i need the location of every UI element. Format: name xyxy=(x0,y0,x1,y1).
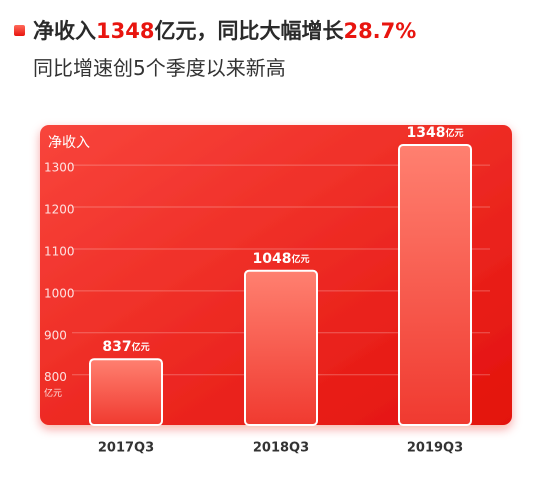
bullet xyxy=(14,25,25,36)
value-unit: 亿元 xyxy=(132,341,150,353)
y-tick-label: 900 xyxy=(44,328,67,342)
x-tick-label: 2019Q3 xyxy=(407,441,463,456)
bar xyxy=(244,269,318,426)
value-number: 1048 xyxy=(253,251,292,267)
y-tick-label: 1200 xyxy=(44,203,75,217)
headline-part: 28.7% xyxy=(343,19,417,43)
y-unit-label: 亿元 xyxy=(44,387,62,399)
value-unit: 亿元 xyxy=(445,127,463,139)
y-tick-label: 1300 xyxy=(44,161,75,175)
y-axis-label: 净收入 xyxy=(48,135,90,151)
value-unit: 亿元 xyxy=(291,252,309,264)
value-number: 1348 xyxy=(407,125,446,141)
subheadline: 同比增速创5个季度以来新高 xyxy=(33,56,286,80)
value-label: 1348亿元 xyxy=(407,125,464,141)
y-tick-label: 1100 xyxy=(44,244,75,258)
headline-part: 亿元，同比大幅增长 xyxy=(154,19,344,43)
y-tick-label: 1000 xyxy=(44,286,75,300)
value-label: 1048亿元 xyxy=(253,251,310,267)
value-number: 837 xyxy=(102,339,131,355)
headline-part: 净收入 xyxy=(33,19,96,43)
value-label: 837亿元 xyxy=(102,339,149,355)
bar xyxy=(89,358,163,426)
bar xyxy=(398,144,472,426)
x-tick-label: 2017Q3 xyxy=(98,441,154,456)
headline-part: 1348 xyxy=(96,19,155,43)
headline: 净收入1348亿元，同比大幅增长28.7% xyxy=(14,14,416,48)
y-tick-label: 800 xyxy=(44,370,67,384)
x-tick-label: 2018Q3 xyxy=(253,441,309,456)
